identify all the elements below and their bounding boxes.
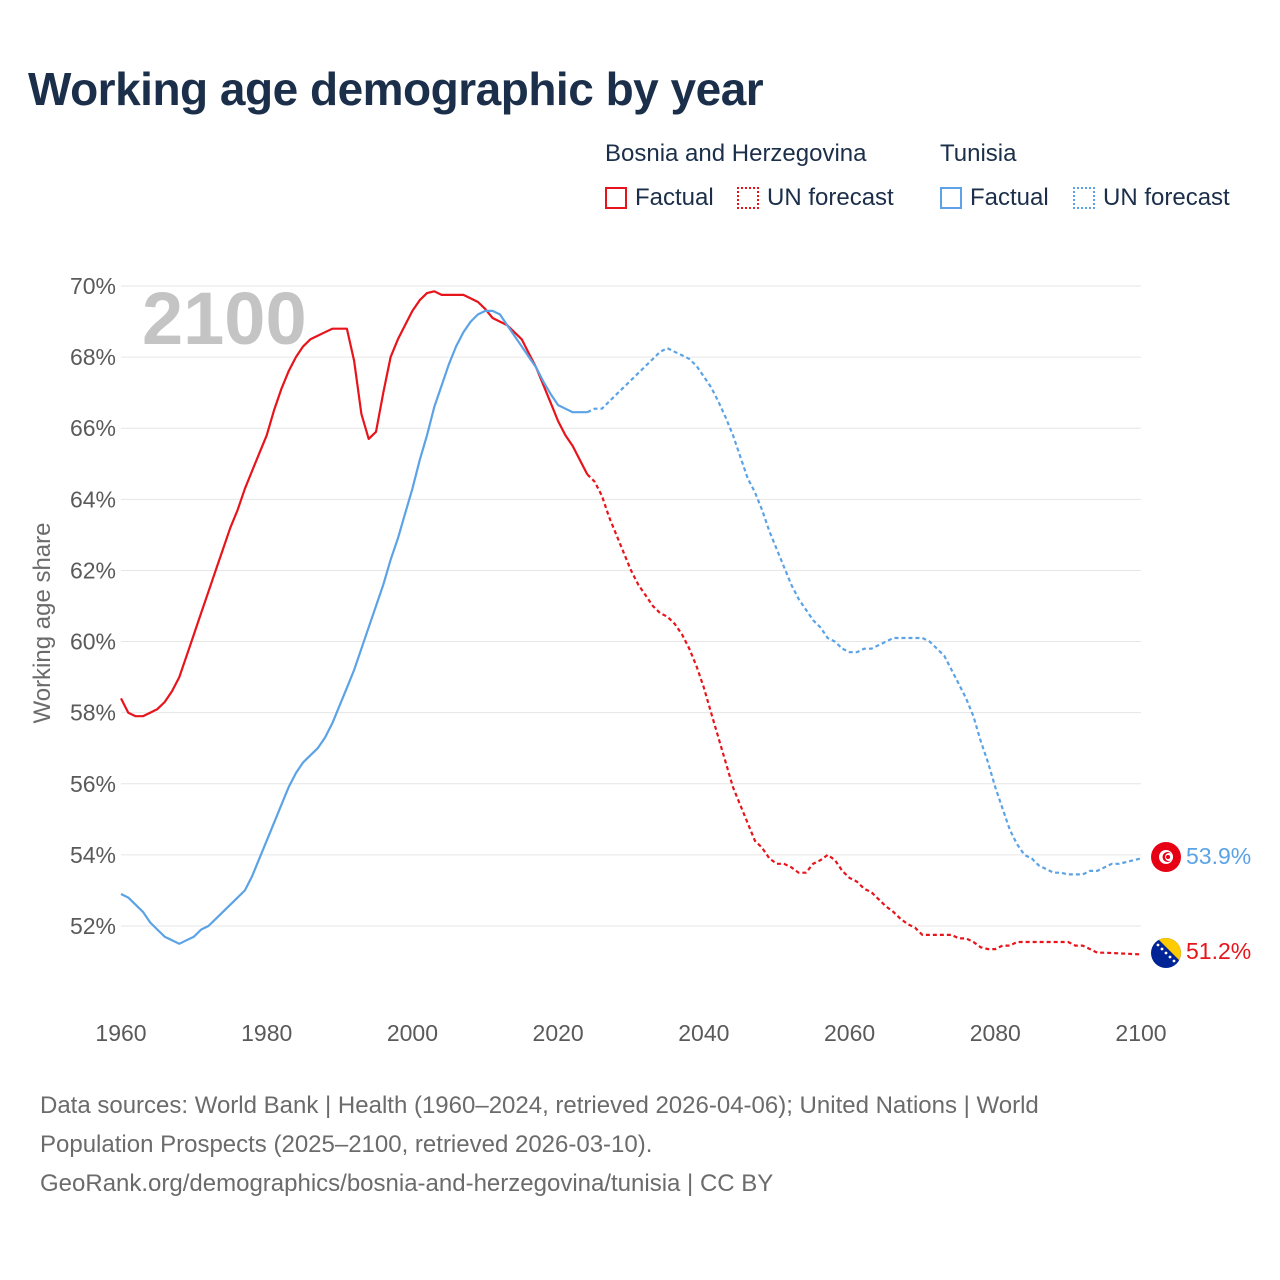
sources-line-3: GeoRank.org/demographics/bosnia-and-herz… <box>40 1170 774 1197</box>
sources-line-2: Population Prospects (2025–2100, retriev… <box>40 1131 653 1158</box>
y-tick-label: 66% <box>70 415 116 441</box>
line-chart: 52% 54% 56% 58% 60% 62% 64% 66% 68% 70% 1960 1980 2… <box>29 273 1251 1046</box>
bosnia-forecast-line <box>586 473 1142 956</box>
x-tick-label: 2000 <box>387 1020 438 1046</box>
legend-group-title-bosnia: Bosnia and Herzegovina <box>605 140 867 167</box>
x-tick-label: 1980 <box>241 1020 292 1046</box>
bosnia-end-label: 51.2% <box>1186 938 1251 964</box>
y-tick-label: 58% <box>70 700 116 726</box>
tunisia-end-label: 53.9% <box>1186 843 1251 869</box>
legend-group-title-tunisia: Tunisia <box>940 140 1017 167</box>
y-tick-label: 68% <box>70 344 116 370</box>
bosnia-flag-icon <box>1151 938 1181 968</box>
dotted-swatch-icon <box>1073 187 1095 209</box>
y-tick-label: 64% <box>70 486 116 512</box>
x-axis-ticks: 1960 1980 2000 2020 2040 2060 2080 2100 <box>95 1020 1166 1046</box>
y-tick-label: 56% <box>70 771 116 797</box>
x-tick-label: 2040 <box>678 1020 729 1046</box>
legend-label-factual: Factual <box>635 184 714 211</box>
tunisia-forecast-line <box>586 346 1142 876</box>
solid-swatch-icon <box>605 187 627 209</box>
x-tick-label: 2020 <box>533 1020 584 1046</box>
legend-label-forecast: UN forecast <box>767 184 894 211</box>
data-sources: Data sources: World Bank | Health (1960–… <box>40 1086 1240 1203</box>
legend-label-factual: Factual <box>970 184 1049 211</box>
legend-label-forecast: UN forecast <box>1103 184 1230 211</box>
y-tick-label: 54% <box>70 842 116 868</box>
legend-item-bosnia-forecast[interactable]: UN forecast <box>737 184 894 212</box>
tunisia-flag-icon <box>1151 842 1181 872</box>
grid-lines <box>121 285 1141 927</box>
year-watermark: 2100 <box>142 277 307 360</box>
series-lines <box>120 290 1142 956</box>
legend-item-tunisia-factual[interactable]: Factual <box>940 184 1049 212</box>
x-tick-label: 2060 <box>824 1020 875 1046</box>
legend-item-bosnia-factual[interactable]: Factual <box>605 184 714 212</box>
chart-title: Working age demographic by year <box>28 63 764 115</box>
y-tick-label: 62% <box>70 557 116 583</box>
x-tick-label: 2080 <box>970 1020 1021 1046</box>
solid-swatch-icon <box>940 187 962 209</box>
y-tick-label: 60% <box>70 629 116 655</box>
x-tick-label: 1960 <box>95 1020 146 1046</box>
dotted-swatch-icon <box>737 187 759 209</box>
tunisia-factual-line <box>120 309 588 945</box>
y-tick-label: 52% <box>70 913 116 939</box>
sources-line-1: Data sources: World Bank | Health (1960–… <box>40 1092 1039 1119</box>
y-tick-label: 70% <box>70 273 116 299</box>
legend-item-tunisia-forecast[interactable]: UN forecast <box>1073 184 1230 212</box>
y-axis-label: Working age share <box>29 523 56 724</box>
y-axis-ticks: 52% 54% 56% 58% 60% 62% 64% 66% 68% 70% <box>70 273 116 939</box>
x-tick-label: 2100 <box>1115 1020 1166 1046</box>
